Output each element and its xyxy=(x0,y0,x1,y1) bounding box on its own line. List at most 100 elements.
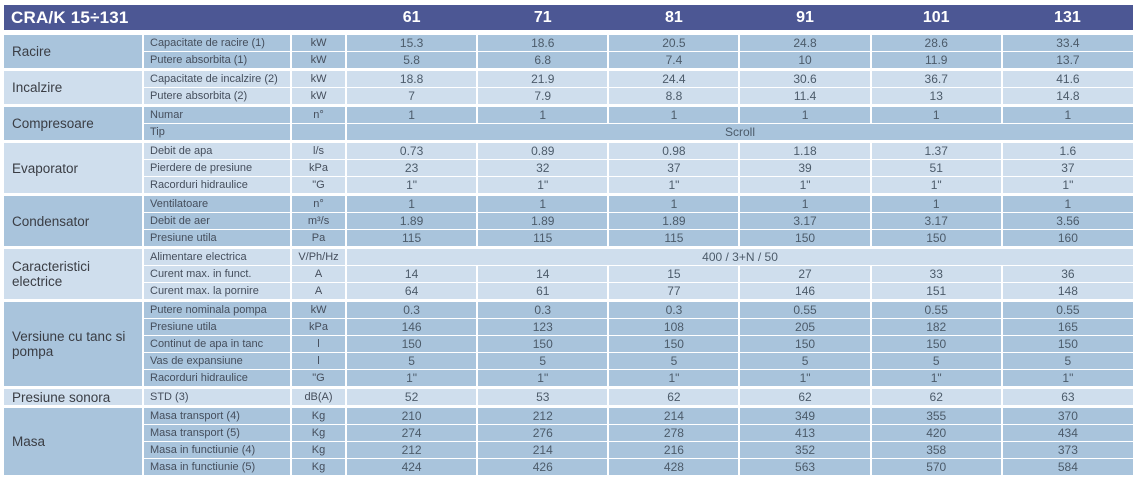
row-label: Curent max. la pornire xyxy=(143,282,292,301)
value-cell: 8.8 xyxy=(608,87,741,106)
value-cell: 14 xyxy=(477,265,610,283)
value-cell: 36.7 xyxy=(870,69,1003,88)
value-cell: 434 xyxy=(1001,424,1133,442)
value-cell: 428 xyxy=(608,458,741,476)
value-cell: 358 xyxy=(870,441,1003,459)
row-unit xyxy=(291,123,348,142)
value-cell: 61 xyxy=(477,282,610,301)
row-unit: l/s xyxy=(291,141,348,160)
table-title: CRA/K 15÷131 xyxy=(4,5,347,35)
value-cell: 1 xyxy=(1001,105,1133,124)
value-cell: 115 xyxy=(477,229,610,248)
row-label: Alimentare electrica xyxy=(143,247,292,266)
value-cell: 1" xyxy=(608,176,741,195)
value-cell: 150 xyxy=(608,335,741,353)
value-cell: 1 xyxy=(739,105,872,124)
row-label: Racorduri hidraulice xyxy=(143,369,292,388)
row-label: Putere absorbita (2) xyxy=(143,87,292,106)
value-cell: 62 xyxy=(739,387,872,407)
value-cell: 1" xyxy=(1001,176,1133,195)
col-header: 81 xyxy=(608,5,740,35)
value-cell: 115 xyxy=(346,229,479,248)
value-cell: 115 xyxy=(608,229,741,248)
group-label: Compresoare xyxy=(4,105,144,142)
row-unit: dB(A) xyxy=(291,387,348,407)
group-label: Condensator xyxy=(4,194,144,248)
table-group: Versiune cu tanc si pompa Putere nominala… xyxy=(4,300,1133,388)
value-cell: 1 xyxy=(477,105,610,124)
table-row: Curent max. la pornire A 64 61 77 146 151 148 xyxy=(4,282,1133,301)
value-cell: 0.73 xyxy=(346,141,479,160)
value-cell: 150 xyxy=(346,335,479,353)
table-row: Masa Masa transport (4) Kg 210 212 214 349 355 3… xyxy=(4,406,1133,476)
row-label: Debit de apa xyxy=(143,141,292,160)
value-cell: 10 xyxy=(739,51,872,70)
value-cell: 37 xyxy=(608,159,741,177)
row-unit: "G xyxy=(291,369,348,388)
row-label: Numar xyxy=(143,105,292,124)
value-cell: 32 xyxy=(477,159,610,177)
value-cell: 18.6 xyxy=(477,32,610,52)
row-unit: m³/s xyxy=(291,212,348,230)
value-cell: 150 xyxy=(870,229,1003,248)
col-header: 61 xyxy=(346,5,478,35)
value-cell: 1 xyxy=(608,194,741,213)
value-cell: 11.4 xyxy=(739,87,872,106)
value-cell: 5 xyxy=(346,352,479,370)
value-cell: 1 xyxy=(608,105,741,124)
value-cell: 150 xyxy=(739,335,872,353)
value-cell: 570 xyxy=(870,458,1003,476)
value-cell: 274 xyxy=(346,424,479,442)
value-cell: 51 xyxy=(870,159,1003,177)
row-label: Masa in functiunie (5) xyxy=(143,458,292,476)
value-cell: 13.7 xyxy=(1001,51,1133,70)
value-cell: 165 xyxy=(1001,318,1133,336)
value-cell: 0.89 xyxy=(477,141,610,160)
table-group: Caracteristici electrice Alimentare elect… xyxy=(4,247,1133,301)
value-cell: 24.8 xyxy=(739,32,872,52)
value-cell: 370 xyxy=(1001,406,1133,425)
col-header: 91 xyxy=(739,5,871,35)
value-cell: 33.4 xyxy=(1001,32,1133,52)
value-cell: 1 xyxy=(739,194,872,213)
row-label: Masa transport (4) xyxy=(143,406,292,425)
table-group: Presiune sonora STD (3) dB(A) 52 53 62 62 62 63 xyxy=(4,387,1133,407)
value-cell: 424 xyxy=(346,458,479,476)
table-row: Curent max. in funct. A 14 14 15 27 33 36 xyxy=(4,265,1133,283)
value-cell: 3.17 xyxy=(870,212,1003,230)
value-cell: 108 xyxy=(608,318,741,336)
value-cell: 146 xyxy=(346,318,479,336)
value-cell: 150 xyxy=(739,229,872,248)
value-cell: 0.3 xyxy=(608,300,741,319)
table-group: Condensator Ventilatoare n° 1 1 1 1 1 1 Debit de … xyxy=(4,194,1133,248)
row-unit: Pa xyxy=(291,229,348,248)
group-label: Presiune sonora xyxy=(4,387,144,407)
row-unit: kW xyxy=(291,87,348,106)
value-cell: 62 xyxy=(608,387,741,407)
row-unit: kW xyxy=(291,32,348,52)
value-cell: 7 xyxy=(346,87,479,106)
value-cell: 37 xyxy=(1001,159,1133,177)
row-unit: "G xyxy=(291,176,348,195)
value-cell: 355 xyxy=(870,406,1003,425)
value-cell: 1" xyxy=(477,176,610,195)
value-cell: 28.6 xyxy=(870,32,1003,52)
value-cell: 36 xyxy=(1001,265,1133,283)
value-cell: 1.89 xyxy=(477,212,610,230)
row-unit: A xyxy=(291,282,348,301)
table-group: Incalzire Capacitate de incalzire (2) kW 18… xyxy=(4,69,1133,106)
value-cell: 216 xyxy=(608,441,741,459)
table-group: Masa Masa transport (4) Kg 210 212 214 349 355 3… xyxy=(4,406,1133,476)
value-cell: 413 xyxy=(739,424,872,442)
value-cell: 373 xyxy=(1001,441,1133,459)
value-cell: 1 xyxy=(1001,194,1133,213)
row-unit: kPa xyxy=(291,159,348,177)
table-row: Vas de expansiune l 5 5 5 5 5 5 xyxy=(4,352,1133,370)
row-label: Presiune utila xyxy=(143,229,292,248)
value-cell: 563 xyxy=(739,458,872,476)
value-cell: 15.3 xyxy=(346,32,479,52)
value-cell: 1" xyxy=(1001,369,1133,388)
value-cell: 24.4 xyxy=(608,69,741,88)
row-label: Presiune utila xyxy=(143,318,292,336)
value-cell: 1.89 xyxy=(346,212,479,230)
